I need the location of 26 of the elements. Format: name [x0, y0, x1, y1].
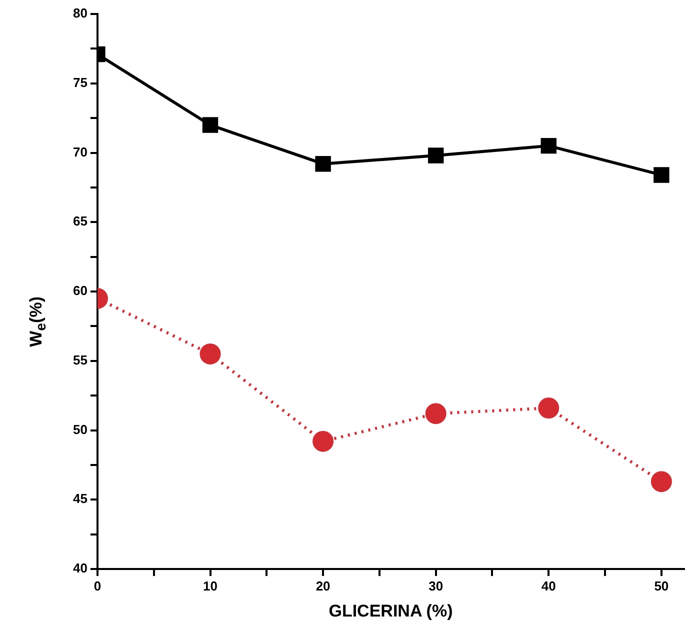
point	[202, 117, 218, 133]
x-axis-title: GLICERINA (%)	[328, 601, 453, 620]
x-tick-label: 50	[654, 578, 669, 594]
y-tick-label: 80	[72, 6, 88, 21]
point	[425, 403, 446, 424]
point	[540, 138, 557, 154]
point	[315, 156, 331, 172]
point	[650, 471, 672, 492]
y-tick-label: 40	[72, 560, 88, 576]
y-tick-label: 65	[72, 214, 88, 229]
x-tick-label: 20	[316, 578, 330, 594]
point	[428, 148, 444, 164]
point	[538, 398, 560, 419]
y-tick-label: 55	[72, 352, 88, 368]
x-tick-label: 30	[428, 578, 444, 594]
y-tick-label: 60	[72, 283, 88, 298]
point	[200, 343, 221, 364]
y-tick-label: 70	[72, 144, 88, 160]
x-tick-label: 0	[94, 578, 102, 594]
point	[312, 430, 334, 452]
x-tick-label: 40	[541, 578, 556, 594]
y-tick-label: 45	[72, 491, 88, 506]
point	[654, 167, 670, 183]
x-tick-label: 10	[203, 578, 218, 594]
y-tick-label: 50	[72, 422, 88, 437]
y-tick-label: 75	[72, 74, 88, 90]
